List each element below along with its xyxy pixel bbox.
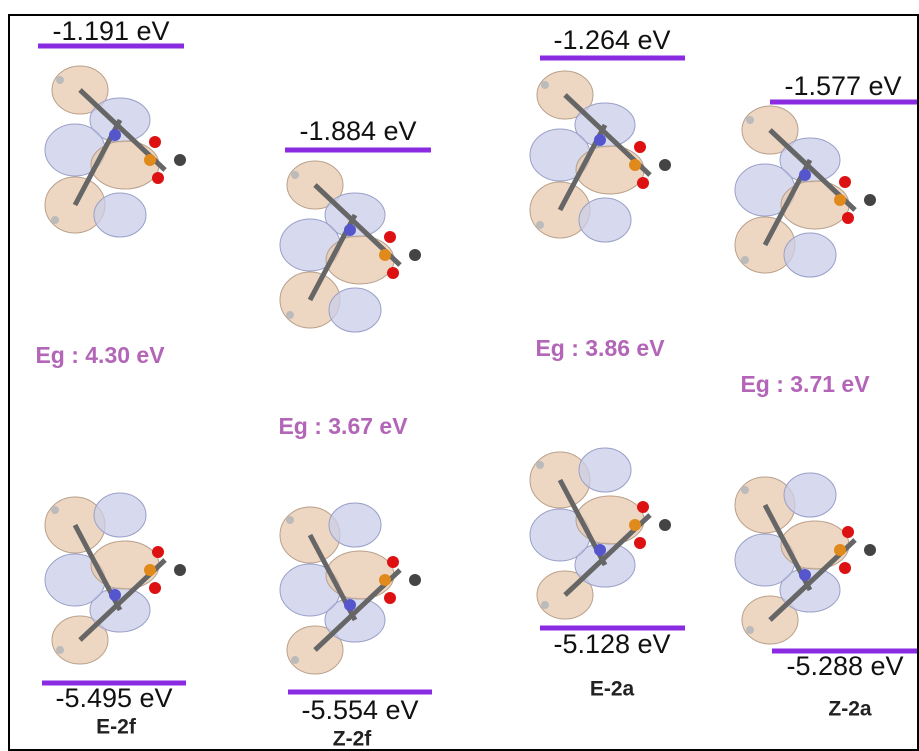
lumo-energy: -1.884 eV xyxy=(299,116,416,146)
homo-energy: -5.288 eV xyxy=(786,651,903,681)
band-gap: Eg : 4.30 eV xyxy=(35,342,165,368)
orbital-image xyxy=(735,473,876,644)
orbital-image xyxy=(280,503,421,674)
band-gap: Eg : 3.86 eV xyxy=(535,335,665,361)
orbital-image xyxy=(530,448,671,619)
homo-energy: -5.495 eV xyxy=(55,683,172,713)
lumo-energy: -1.264 eV xyxy=(553,25,670,55)
orbital-image xyxy=(280,161,421,332)
molecule-name: E-2a xyxy=(590,678,635,701)
molecule-name: E-2f xyxy=(96,716,137,739)
homo-energy: -5.128 eV xyxy=(553,629,670,659)
orbital-diagram: -1.191 eV -5.495 eV E-2f Eg : 4.30 eV -1… xyxy=(0,0,919,751)
homo-energy: -5.554 eV xyxy=(301,695,418,725)
orbital-image xyxy=(45,493,186,664)
orbital-image xyxy=(735,106,876,277)
orbital-image xyxy=(530,71,671,242)
lumo-energy: -1.577 eV xyxy=(784,71,901,101)
molecule-name: Z-2f xyxy=(333,728,373,751)
lumo-energy: -1.191 eV xyxy=(52,16,169,46)
band-gap: Eg : 3.67 eV xyxy=(278,413,408,439)
molecule-name: Z-2a xyxy=(828,698,872,721)
orbital-image xyxy=(45,66,186,237)
band-gap: Eg : 3.71 eV xyxy=(740,371,870,397)
